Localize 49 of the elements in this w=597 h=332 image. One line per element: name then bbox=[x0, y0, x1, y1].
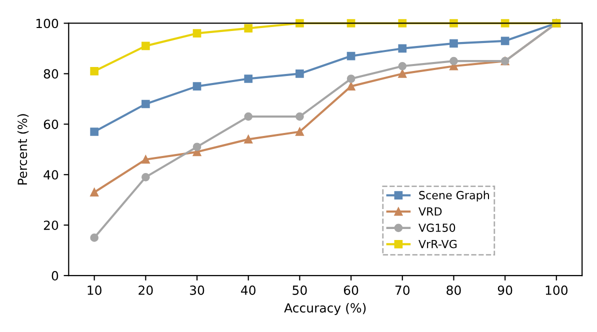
point bbox=[142, 42, 150, 50]
x-tick-label: 40 bbox=[241, 286, 256, 295]
x-axis-title: Accuracy (%) bbox=[284, 302, 366, 316]
point bbox=[90, 234, 98, 242]
point bbox=[296, 70, 304, 78]
point bbox=[398, 44, 407, 53]
point bbox=[450, 56, 458, 66]
point bbox=[450, 39, 458, 48]
x-tick-label: 80 bbox=[446, 286, 461, 295]
point bbox=[244, 135, 253, 144]
point bbox=[142, 155, 150, 164]
point bbox=[500, 36, 510, 46]
y-tick-label: 100 bbox=[36, 18, 58, 28]
point bbox=[346, 74, 356, 83]
x-tick-label: 70 bbox=[395, 286, 410, 295]
x-tick-label: 60 bbox=[344, 286, 358, 295]
point bbox=[244, 74, 253, 83]
point bbox=[296, 128, 304, 136]
legend-label: VG150 bbox=[418, 224, 456, 232]
point bbox=[90, 128, 98, 136]
point bbox=[142, 100, 150, 108]
point bbox=[296, 112, 304, 121]
point bbox=[192, 82, 202, 90]
x-tick-label: 50 bbox=[292, 286, 307, 295]
legend-label: VrR-VG bbox=[418, 240, 457, 248]
point bbox=[192, 29, 202, 38]
point bbox=[90, 188, 98, 196]
x-tick-label: 30 bbox=[190, 286, 204, 295]
point bbox=[346, 82, 356, 90]
point bbox=[142, 172, 150, 182]
y-tick-label: 40 bbox=[44, 170, 58, 180]
point bbox=[244, 24, 253, 32]
point bbox=[192, 142, 202, 152]
point bbox=[90, 67, 98, 76]
y-tick-label: 60 bbox=[44, 120, 58, 130]
x-tick-label: 100 bbox=[546, 286, 568, 295]
legend-label: VRD bbox=[418, 207, 442, 216]
x-tick-label: 90 bbox=[498, 286, 512, 295]
point bbox=[244, 112, 253, 121]
x-tick-label: 10 bbox=[88, 286, 102, 295]
y-tick-label: 0 bbox=[52, 271, 58, 280]
point bbox=[346, 52, 356, 60]
x-tick-label: 20 bbox=[138, 286, 153, 295]
y-tick-label: 20 bbox=[44, 220, 58, 230]
y-tick-label: 80 bbox=[44, 69, 58, 79]
y-axis-title: Percent (%) bbox=[17, 114, 29, 184]
point bbox=[398, 62, 407, 70]
point bbox=[398, 70, 407, 78]
legend-label: Scene Graph bbox=[419, 190, 489, 202]
